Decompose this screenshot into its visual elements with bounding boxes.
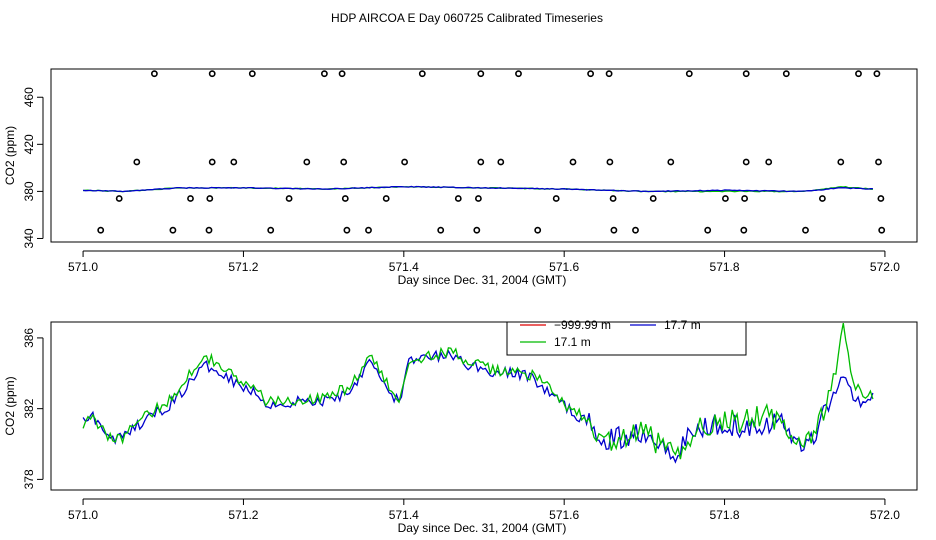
x-tick-label: 571.0 xyxy=(68,508,98,522)
scatter-point xyxy=(208,158,216,166)
scatter-point xyxy=(497,158,505,166)
x-tick-label: 571.6 xyxy=(549,508,579,522)
scatter-point xyxy=(605,70,613,78)
plot-frame xyxy=(50,321,918,491)
scatter-point xyxy=(208,70,216,78)
plot-frame xyxy=(50,68,918,243)
x-tick-label: 571.6 xyxy=(549,260,579,274)
scatter-point xyxy=(187,195,194,202)
scatter-point xyxy=(115,195,123,202)
scatter-point xyxy=(742,70,750,78)
x-tick-label: 571.4 xyxy=(389,508,419,522)
legend: −999.99 m 17.7 m 17.1 m xyxy=(506,318,747,356)
scatter-point xyxy=(454,195,462,202)
scatter-point xyxy=(97,226,105,234)
scatter-point xyxy=(782,70,790,78)
top-scatter-panel: 571.0 571.2 571.4 571.6 571.8 572.0 Day since … xyxy=(3,68,918,287)
scatter-point xyxy=(569,158,577,166)
scatter-point xyxy=(515,70,522,78)
scatter-point xyxy=(587,70,594,78)
scatter-point xyxy=(552,195,560,202)
x-tick-label: 571.8 xyxy=(710,508,740,522)
series-line-1 xyxy=(82,185,873,193)
x-tick-label: 572.0 xyxy=(870,508,900,522)
y-tick-label: 420 xyxy=(22,134,36,154)
x-tick-label: 571.2 xyxy=(228,260,258,274)
scatter-point xyxy=(765,158,773,166)
scatter-point xyxy=(169,226,177,234)
scatter-point xyxy=(285,195,293,202)
scatter-point xyxy=(418,70,426,78)
y-tick-label: 460 xyxy=(22,87,36,107)
legend-box xyxy=(506,321,747,356)
scatter-point xyxy=(343,226,351,234)
scatter-point xyxy=(740,226,748,234)
scatter-point xyxy=(704,226,712,234)
scatter-point xyxy=(667,158,675,166)
scatter-point xyxy=(875,158,882,166)
scatter-point xyxy=(477,70,485,78)
scatter-point xyxy=(341,195,349,202)
scatter-point xyxy=(474,195,482,202)
scatter-point xyxy=(320,70,328,78)
chart-title: HDP AIRCOA E Day 060725 Calibrated Times… xyxy=(331,11,603,25)
scatter-point xyxy=(855,70,862,78)
x-tick-label: 571.4 xyxy=(389,260,419,274)
scatter-point xyxy=(477,158,485,166)
x-tick-label: 572.0 xyxy=(870,260,900,274)
scatter-point xyxy=(230,158,238,166)
scatter-point xyxy=(338,70,346,78)
y-axis-label: CO2 (ppm) xyxy=(3,376,17,435)
bottom-line-panel: 571.0 571.2 571.4 571.6 571.8 572.0 Day since … xyxy=(3,318,918,535)
scatter-point xyxy=(401,158,408,166)
legend-label: 17.7 m xyxy=(664,318,701,332)
y-tick-label: 340 xyxy=(22,228,36,248)
x-axis-label: Day since Dec. 31, 2004 (GMT) xyxy=(398,521,567,535)
scatter-point xyxy=(150,70,158,78)
y-tick-label: 382 xyxy=(22,398,36,418)
scatter-point xyxy=(382,195,390,202)
scatter-point xyxy=(877,195,885,202)
x-tick-label: 571.8 xyxy=(710,260,740,274)
scatter-point xyxy=(205,226,213,234)
scatter-point xyxy=(606,158,614,166)
scatter-point xyxy=(741,195,748,202)
scatter-point xyxy=(802,226,809,234)
scatter-point xyxy=(819,195,826,202)
x-axis-label: Day since Dec. 31, 2004 (GMT) xyxy=(398,273,567,287)
scatter-point xyxy=(685,70,693,78)
x-tick-label: 571.2 xyxy=(228,508,258,522)
scatter-point xyxy=(610,226,618,234)
scatter-point xyxy=(632,226,639,234)
series-line-17-7-m xyxy=(82,349,874,464)
scatter-point xyxy=(873,70,881,78)
scatter-point xyxy=(133,158,141,166)
scatter-point xyxy=(837,158,845,166)
scatter-point xyxy=(267,226,275,234)
legend-label: 17.1 m xyxy=(554,335,591,349)
series-line-17-1-m xyxy=(82,322,874,460)
scatter-point xyxy=(742,158,750,166)
x-tick-label: 571.0 xyxy=(68,260,98,274)
legend-label: −999.99 m xyxy=(554,318,611,332)
scatter-point xyxy=(722,195,729,202)
scatter-point xyxy=(206,195,214,202)
scatter-point xyxy=(303,158,311,166)
scatter-point xyxy=(878,226,886,234)
scatter-point xyxy=(473,226,481,234)
scatter-point xyxy=(365,226,372,234)
y-axis-label: CO2 (ppm) xyxy=(3,126,17,185)
y-tick-label: 386 xyxy=(22,328,36,348)
scatter-point xyxy=(609,195,617,202)
scatter-point xyxy=(437,226,445,234)
scatter-point xyxy=(248,70,256,78)
scatter-point xyxy=(340,158,348,166)
scatter-point xyxy=(649,195,657,202)
y-tick-label: 380 xyxy=(22,181,36,201)
scatter-point xyxy=(534,226,542,234)
y-tick-label: 378 xyxy=(22,469,36,489)
